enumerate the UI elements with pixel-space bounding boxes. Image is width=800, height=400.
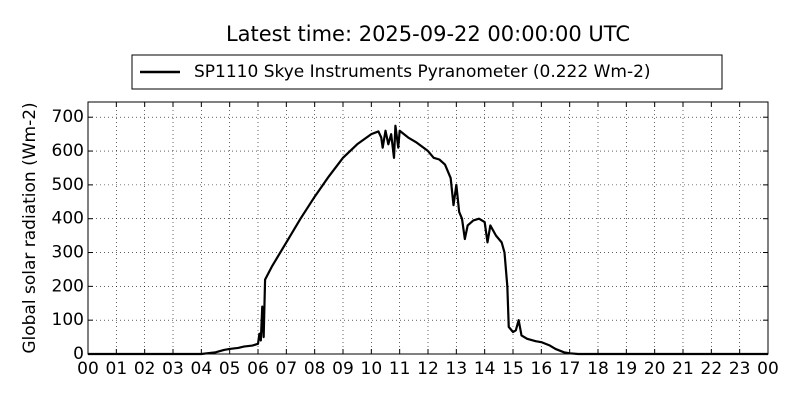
x-tick-label: 08 bbox=[304, 359, 326, 379]
x-tick-label: 15 bbox=[502, 359, 524, 379]
x-tick-label: 00 bbox=[77, 359, 99, 379]
plot-frame bbox=[87, 101, 769, 355]
y-tick-label: 600 bbox=[52, 141, 84, 161]
y-tick-label: 400 bbox=[52, 209, 84, 229]
y-tick-label: 500 bbox=[52, 175, 84, 195]
data-line bbox=[88, 124, 768, 356]
x-tick-label: 13 bbox=[446, 359, 468, 379]
y-tick-label: 300 bbox=[52, 243, 84, 263]
x-tick-label: 01 bbox=[106, 359, 128, 379]
y-tick-label: 0 bbox=[73, 344, 84, 364]
y-tick-label: 200 bbox=[52, 276, 84, 296]
x-tick-label: 22 bbox=[701, 359, 723, 379]
x-tick-label: 10 bbox=[361, 359, 383, 379]
x-tick-label: 11 bbox=[389, 359, 411, 379]
x-tick-label: 21 bbox=[672, 359, 694, 379]
x-tick-label: 12 bbox=[417, 359, 439, 379]
x-tick-label: 16 bbox=[531, 359, 553, 379]
x-tick-label: 18 bbox=[587, 359, 609, 379]
x-tick-label: 07 bbox=[276, 359, 298, 379]
chart-title: Latest time: 2025-09-22 00:00:00 UTC bbox=[226, 22, 630, 46]
legend: SP1110 Skye Instruments Pyranometer (0.2… bbox=[131, 54, 723, 90]
y-axis-label: Global solar radiation (Wm-2) bbox=[20, 102, 40, 353]
y-tick-label: 100 bbox=[52, 310, 84, 330]
legend-box bbox=[131, 54, 723, 90]
x-tick-label: 02 bbox=[134, 359, 156, 379]
x-tick-label: 19 bbox=[616, 359, 638, 379]
x-tick-label: 09 bbox=[332, 359, 354, 379]
x-tick-label: 17 bbox=[559, 359, 581, 379]
x-tick-label: 14 bbox=[474, 359, 496, 379]
x-tick-label: 06 bbox=[247, 359, 269, 379]
x-tick-label: 20 bbox=[644, 359, 666, 379]
y-tick-label: 700 bbox=[52, 107, 84, 127]
x-tick-label: 05 bbox=[219, 359, 241, 379]
x-tick-label: 04 bbox=[191, 359, 213, 379]
x-tick-label: 03 bbox=[162, 359, 184, 379]
legend-label: SP1110 Skye Instruments Pyranometer (0.2… bbox=[194, 62, 651, 82]
x-tick-label: 23 bbox=[729, 359, 751, 379]
x-tick-label: 00 bbox=[757, 359, 779, 379]
